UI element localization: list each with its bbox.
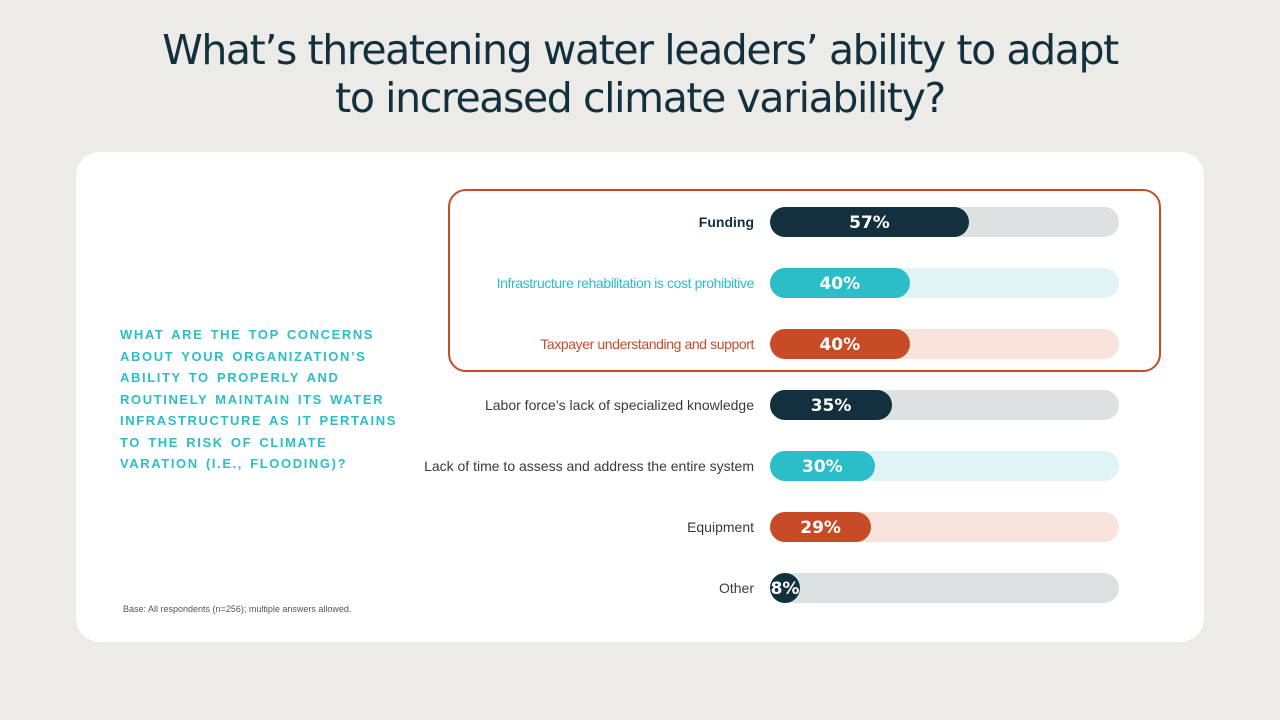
bar-row: Taxpayer understanding and support 40% <box>76 328 1204 360</box>
bar-row: Labor force’s lack of specialized knowle… <box>76 389 1204 421</box>
page-title: What’s threatening water leaders’ abilit… <box>0 26 1280 122</box>
bar-label: Lack of time to assess and address the e… <box>424 458 754 474</box>
survey-question: What are the top concerns about your org… <box>120 327 398 471</box>
title-line-1: What’s threatening water leaders’ abilit… <box>162 26 1119 74</box>
bar-label: Taxpayer understanding and support <box>540 336 754 352</box>
bar-label: Equipment <box>687 519 754 535</box>
bar-fill <box>770 268 910 298</box>
bar-label: Infrastructure rehabilitation is cost pr… <box>496 275 755 291</box>
bar-row: Funding 57% <box>76 206 1204 238</box>
bar-fill <box>770 451 875 481</box>
bar-value-label: 35% <box>810 396 852 416</box>
bar-value-label: 40% <box>819 274 861 294</box>
bar-value-label: 57% <box>849 213 890 233</box>
top-concerns-highlight-box <box>448 189 1161 372</box>
bar-row: Infrastructure rehabilitation is cost pr… <box>76 267 1204 299</box>
title-line-2: to increased climate variability? <box>335 74 946 122</box>
bar-fill <box>770 512 872 542</box>
bar-label: Funding <box>698 214 754 230</box>
bar-label: Other <box>718 580 754 596</box>
chart-card: What are the top concerns about your org… <box>76 152 1204 642</box>
bar-value-label: 8% <box>770 579 800 599</box>
bar-fill <box>770 573 800 603</box>
bar-row: Equipment 29% <box>76 511 1204 543</box>
bar-value-label: 40% <box>819 335 861 355</box>
base-note: Base: All respondents (n=256); multiple … <box>123 604 352 614</box>
bar-label: Labor force’s lack of specialized knowle… <box>484 397 754 413</box>
bar-fill <box>770 329 910 359</box>
bar-fill <box>770 207 969 237</box>
bar-track <box>770 573 1119 603</box>
bar-row: Other 8% <box>76 572 1204 604</box>
bar-row: Lack of time to assess and address the e… <box>76 450 1204 482</box>
bar-value-label: 29% <box>800 518 841 538</box>
bar-value-label: 30% <box>801 457 843 477</box>
bar-fill <box>770 390 893 420</box>
